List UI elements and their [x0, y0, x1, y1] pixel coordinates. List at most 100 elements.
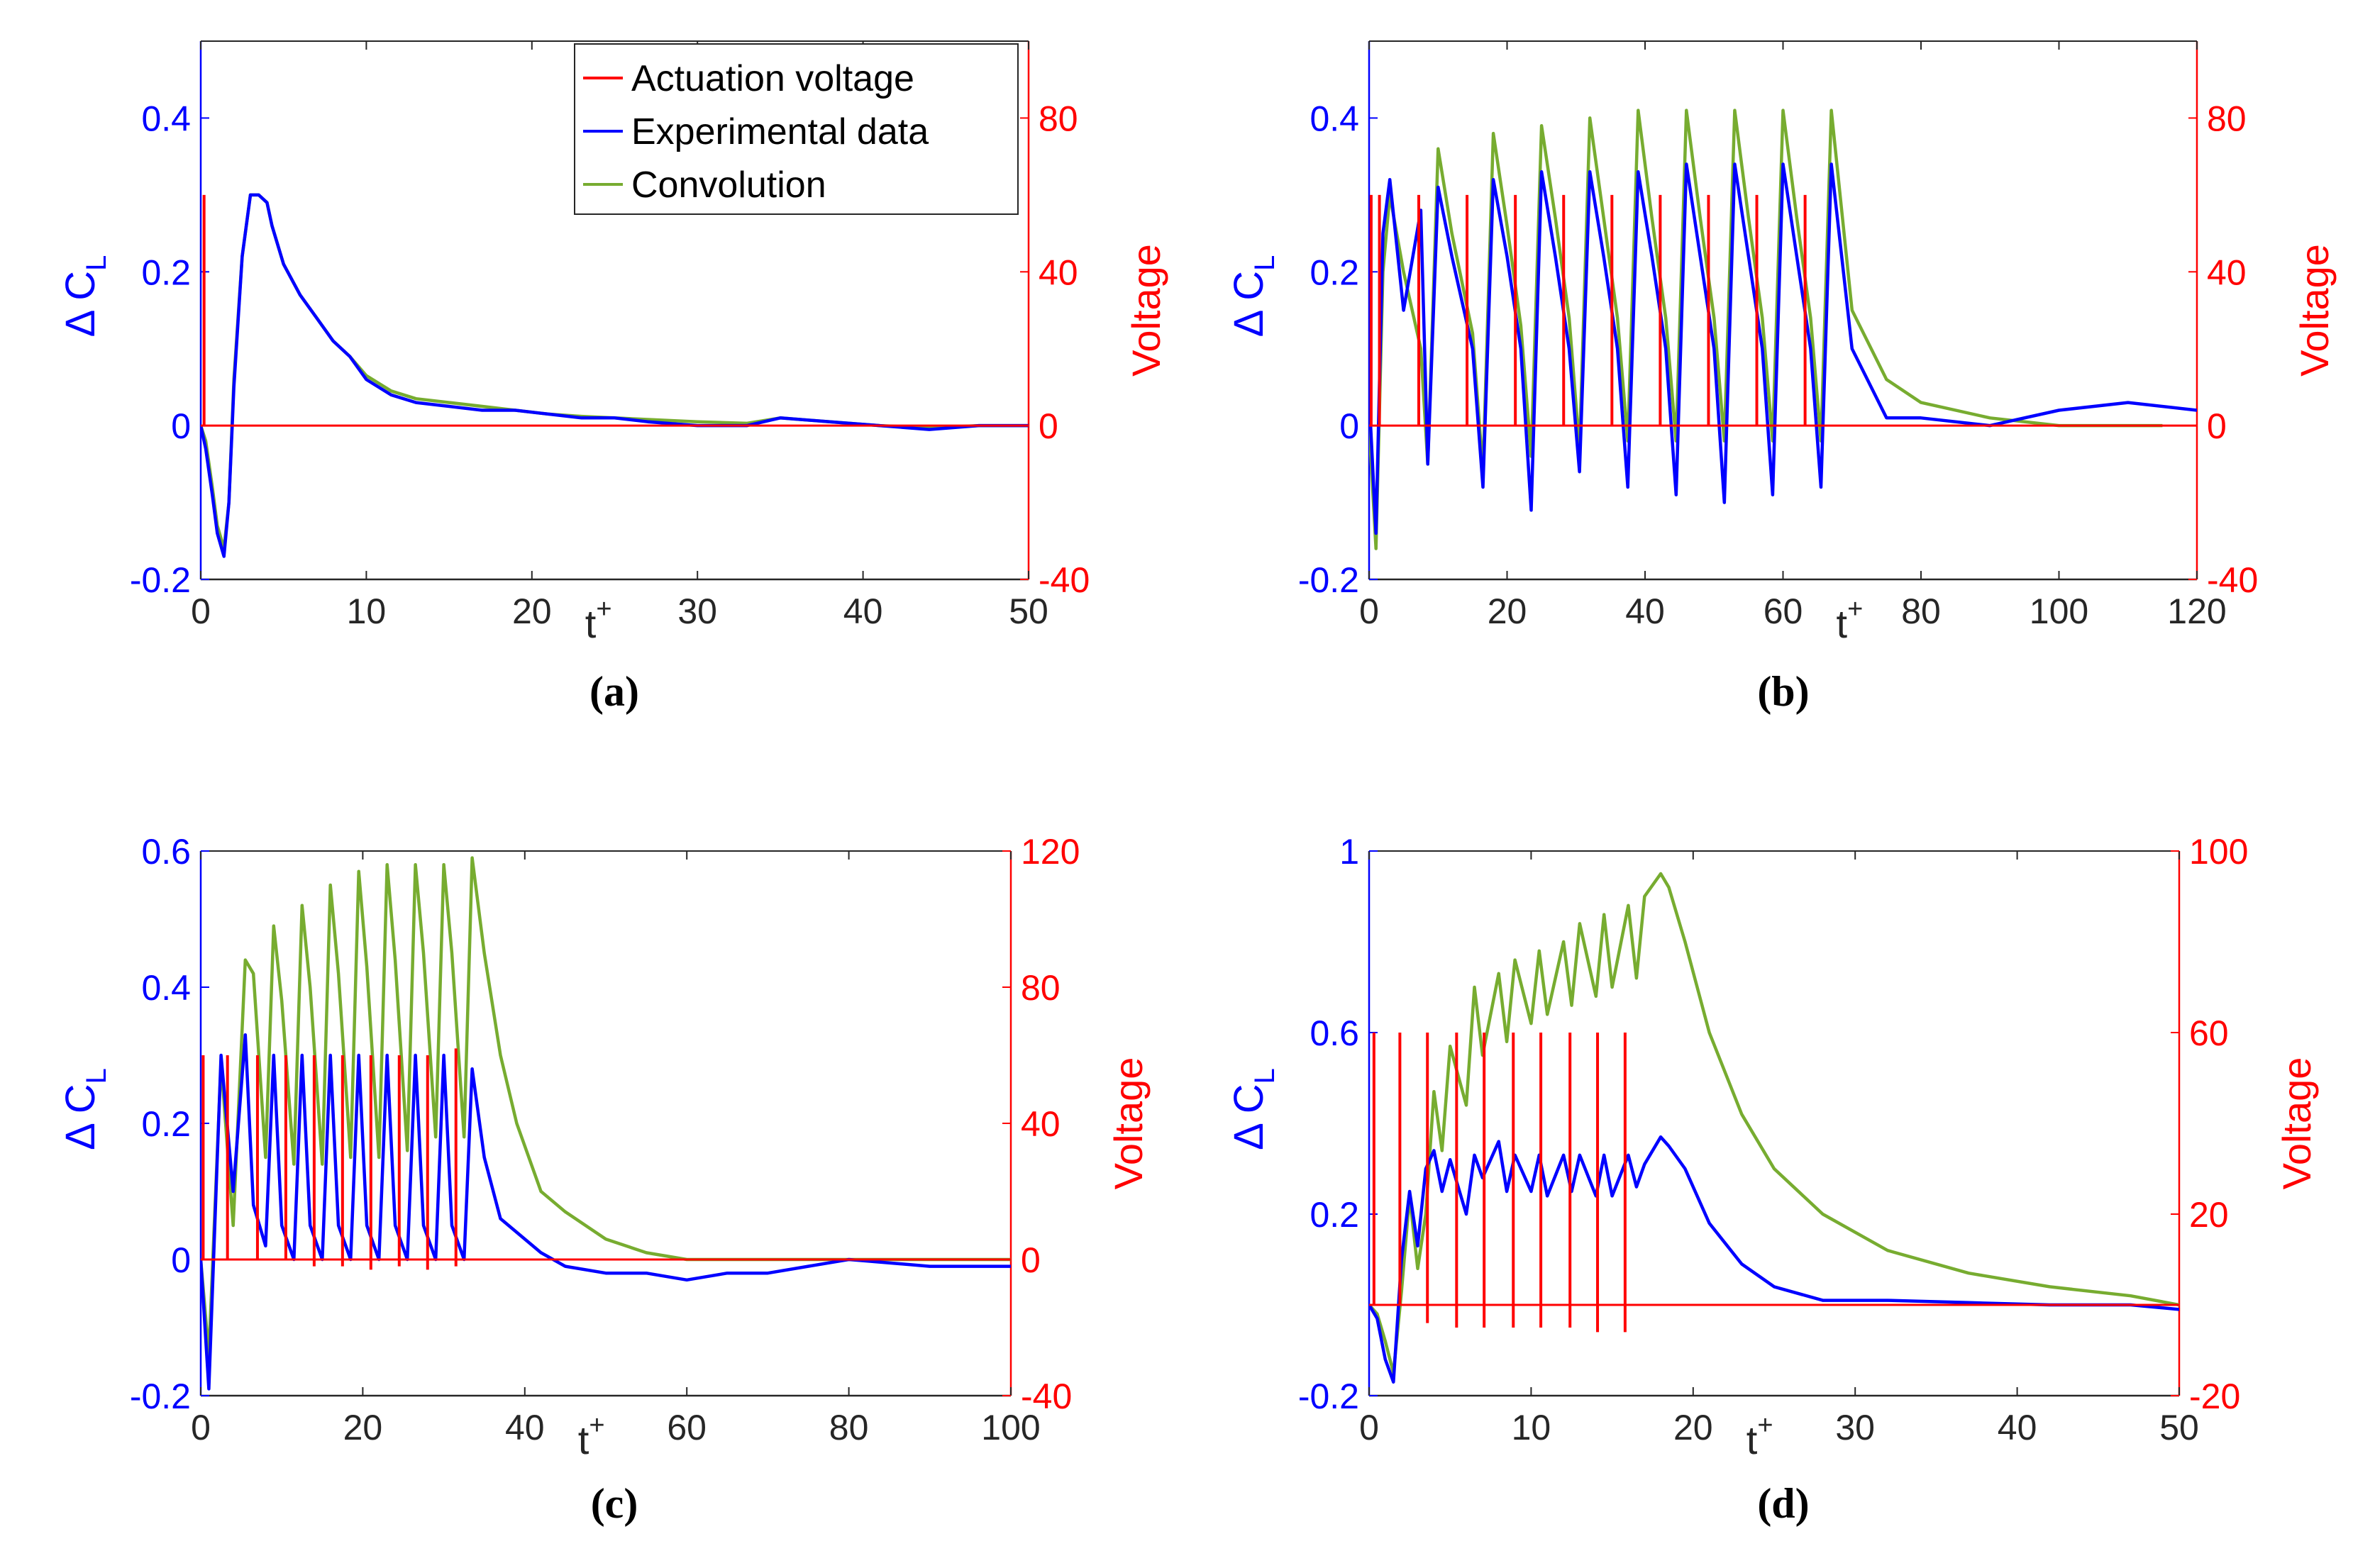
right-y-tick-label: -20	[2189, 1377, 2240, 1416]
left-y-tick-label: -0.2	[130, 560, 191, 600]
x-tick-label: 20	[1673, 1408, 1713, 1447]
x-tick-label: 10	[1512, 1408, 1551, 1447]
legend: Actuation voltage Experimental data Convol…	[574, 43, 1019, 215]
left-y-tick-label: 0.4	[141, 968, 191, 1008]
left-y-axis-label-subscript: L	[81, 255, 112, 271]
left-y-axis-label-subscript: L	[81, 1068, 112, 1084]
right-y-tick-label: 0	[2207, 406, 2227, 446]
right-y-tick-label: 20	[2189, 1195, 2229, 1235]
right-y-axis-label: Voltage	[2274, 1057, 2319, 1190]
right-y-tick-label: 40	[1039, 252, 1078, 292]
x-tick-label: 50	[1009, 591, 1048, 631]
x-tick-label: 40	[505, 1408, 545, 1447]
right-y-tick-label: -40	[2207, 560, 2258, 600]
left-y-tick-label: 0.2	[1310, 252, 1359, 292]
x-axis-label: t+	[585, 594, 612, 646]
plot-area	[201, 193, 1029, 558]
left-y-tick-label: 1	[1339, 832, 1359, 872]
right-y-tick-label: 80	[1021, 968, 1061, 1008]
legend-entry: Experimental data	[631, 111, 929, 152]
x-tick-label: 20	[512, 591, 552, 631]
right-y-axis-label: Voltage	[2292, 244, 2337, 377]
right-y-tick-label: 40	[1021, 1104, 1061, 1144]
convolution-line	[201, 193, 1029, 550]
x-tick-label: 100	[2030, 591, 2088, 631]
x-axis-label: t+	[578, 1411, 605, 1462]
legend-entry: Convolution	[631, 165, 826, 206]
x-tick-label: 40	[1625, 591, 1665, 631]
right-y-axis-label: Voltage	[1124, 244, 1168, 377]
right-y-tick-label: 100	[2189, 832, 2248, 872]
x-tick-label: 80	[1901, 591, 1941, 631]
left-y-tick-label: 0	[1339, 406, 1359, 446]
x-tick-label: 0	[1359, 1408, 1379, 1447]
experimental-data-line	[201, 1033, 1011, 1391]
legend-box	[574, 43, 1019, 215]
x-tick-label: 120	[2167, 591, 2226, 631]
legend-entry: Actuation voltage	[631, 58, 914, 99]
x-tick-label: 60	[1764, 591, 1803, 631]
x-tick-label: 20	[1488, 591, 1527, 631]
x-tick-label: 10	[347, 591, 387, 631]
right-y-tick-label: 120	[1021, 832, 1080, 872]
left-y-tick-label: 0.6	[141, 832, 191, 872]
x-tick-label: 60	[667, 1408, 707, 1447]
left-y-axis-label-subscript: L	[1249, 255, 1280, 271]
left-y-axis-label: Δ CL	[1226, 1068, 1280, 1150]
left-y-axis-label: Δ CL	[57, 255, 112, 338]
x-tick-label: 40	[843, 591, 883, 631]
left-y-tick-label: 0.2	[141, 252, 191, 292]
left-y-tick-label: 0.4	[141, 99, 191, 138]
right-y-tick-label: 0	[1021, 1240, 1041, 1280]
panel-caption: (b)	[1757, 668, 1809, 715]
x-tick-label: 30	[1835, 1408, 1875, 1447]
x-axis-label: t+	[1837, 594, 1864, 646]
left-y-tick-label: 0.6	[1310, 1013, 1359, 1053]
convolution-line	[1369, 872, 2179, 1375]
x-tick-label: 0	[1359, 591, 1379, 631]
left-y-axis-label-subscript: L	[1249, 1068, 1280, 1084]
x-tick-label: 80	[829, 1408, 869, 1447]
x-tick-label: 40	[1998, 1408, 2037, 1447]
left-y-tick-label: -0.2	[1298, 1377, 1359, 1416]
plot-area	[1369, 109, 2197, 550]
x-tick-label: 100	[981, 1408, 1040, 1447]
experimental-data-line	[201, 193, 1029, 558]
left-y-tick-label: -0.2	[1298, 560, 1359, 600]
left-y-tick-label: 0	[171, 1240, 191, 1280]
panel-caption: (d)	[1757, 1480, 1809, 1527]
left-y-tick-label: -0.2	[130, 1377, 191, 1416]
panel-caption: (a)	[589, 668, 639, 715]
plot-area	[1369, 872, 2179, 1384]
left-y-axis-label: Δ CL	[1226, 255, 1280, 338]
convolution-line	[201, 856, 1011, 1357]
left-y-axis-label: Δ CL	[57, 1068, 112, 1150]
right-y-tick-label: 80	[1039, 99, 1078, 138]
left-y-tick-label: 0.2	[1310, 1195, 1359, 1235]
panel-caption: (c)	[591, 1480, 638, 1527]
right-y-tick-label: 60	[2189, 1013, 2229, 1053]
right-y-tick-label: 0	[1039, 406, 1058, 446]
left-y-tick-label: 0.2	[141, 1104, 191, 1144]
right-y-tick-label: 40	[2207, 252, 2247, 292]
x-tick-label: 20	[343, 1408, 383, 1447]
x-axis-label-superscript: +	[596, 594, 611, 624]
x-tick-label: 0	[191, 1408, 211, 1447]
left-y-tick-label: 0.4	[1310, 99, 1359, 138]
left-y-tick-label: 0	[171, 406, 191, 446]
panel-c: 0 20 40 60 80 100-0.200.20.40.6-4004080120t+Δ…	[57, 832, 1151, 1527]
x-axis-label: t+	[1746, 1411, 1773, 1462]
x-axis-label-superscript: +	[1847, 594, 1863, 624]
x-tick-label: 0	[191, 591, 211, 631]
experimental-data-line	[1369, 162, 2197, 535]
x-axis-label-superscript: +	[589, 1411, 604, 1440]
x-axis-label-superscript: +	[1757, 1411, 1773, 1440]
right-y-tick-label: 80	[2207, 99, 2247, 138]
experimental-data-line	[1369, 1135, 2179, 1384]
x-tick-label: 50	[2159, 1408, 2199, 1447]
x-tick-label: 30	[677, 591, 717, 631]
right-y-axis-label: Voltage	[1106, 1057, 1151, 1190]
